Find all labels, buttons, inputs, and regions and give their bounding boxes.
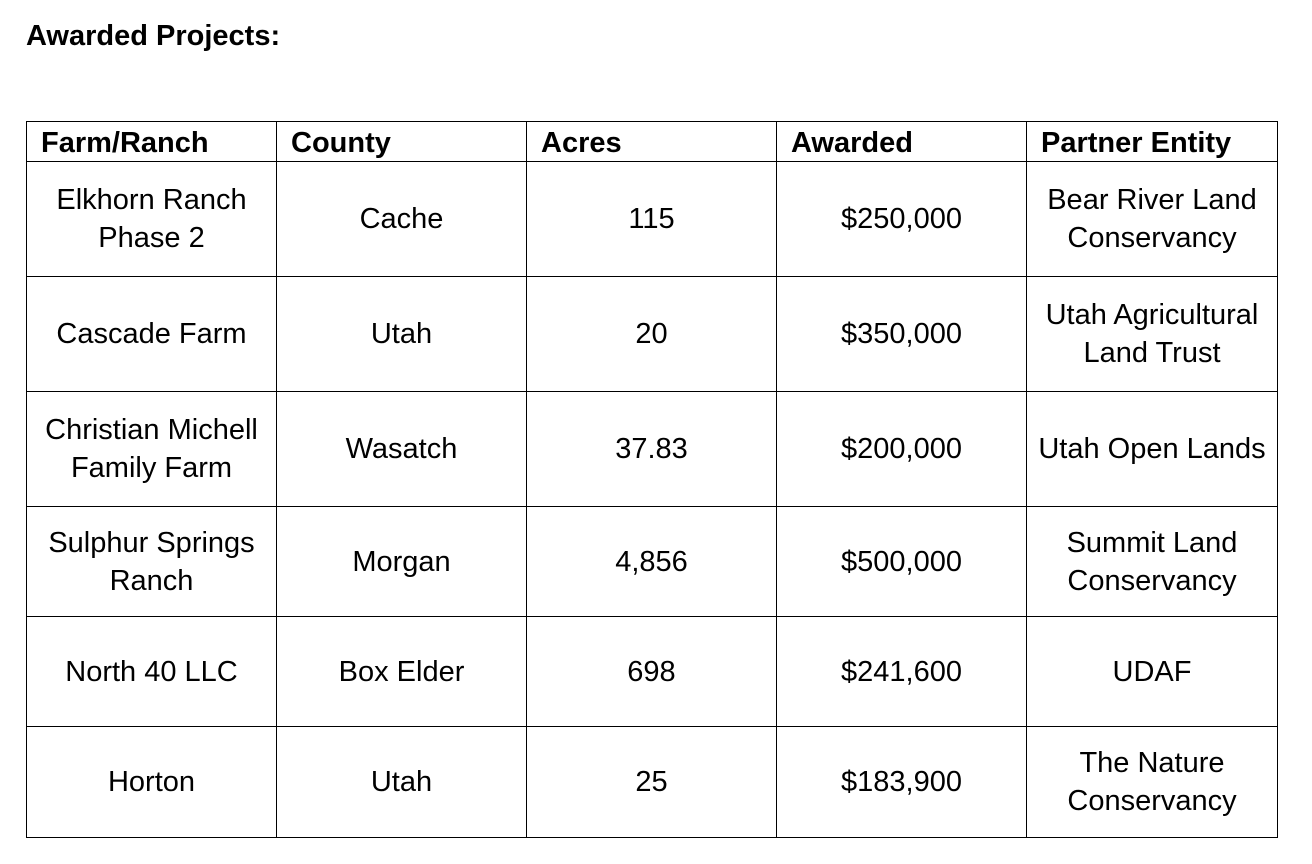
table-row: North 40 LLC Box Elder 698 $241,600 UDAF — [26, 616, 1278, 727]
farm-ranch-cell: Christian Michell Family Farm — [26, 391, 277, 507]
county-cell: Box Elder — [276, 616, 527, 727]
acres-cell: 20 — [526, 276, 777, 392]
partner-entity-cell: Utah Open Lands — [1026, 391, 1278, 507]
column-header-partner-entity: Partner Entity — [1026, 121, 1278, 162]
farm-ranch-cell: North 40 LLC — [26, 616, 277, 727]
county-cell: Cache — [276, 161, 527, 277]
table-row: Elkhorn Ranch Phase 2 Cache 115 $250,000… — [26, 161, 1278, 277]
page-title: Awarded Projects: — [26, 20, 281, 52]
acres-cell: 37.83 — [526, 391, 777, 507]
partner-entity-cell: The Nature Conservancy — [1026, 726, 1278, 838]
farm-ranch-cell: Cascade Farm — [26, 276, 277, 392]
column-header-acres: Acres — [526, 121, 777, 162]
awarded-cell: $250,000 — [776, 161, 1027, 277]
table-row: Christian Michell Family Farm Wasatch 37… — [26, 391, 1278, 507]
awarded-projects-table: Farm/Ranch County Acres Awarded Partner … — [26, 121, 1278, 838]
acres-cell: 115 — [526, 161, 777, 277]
awarded-cell: $500,000 — [776, 506, 1027, 617]
awarded-cell: $350,000 — [776, 276, 1027, 392]
partner-entity-cell: Utah Agricultural Land Trust — [1026, 276, 1278, 392]
county-cell: Morgan — [276, 506, 527, 617]
acres-cell: 25 — [526, 726, 777, 838]
county-cell: Wasatch — [276, 391, 527, 507]
acres-cell: 698 — [526, 616, 777, 727]
table-row: Cascade Farm Utah 20 $350,000 Utah Agric… — [26, 276, 1278, 392]
partner-entity-cell: Bear River Land Conservancy — [1026, 161, 1278, 277]
column-header-county: County — [276, 121, 527, 162]
farm-ranch-cell: Elkhorn Ranch Phase 2 — [26, 161, 277, 277]
table-row: Horton Utah 25 $183,900 The Nature Conse… — [26, 726, 1278, 838]
column-header-awarded: Awarded — [776, 121, 1027, 162]
table-header-row: Farm/Ranch County Acres Awarded Partner … — [26, 121, 1278, 162]
county-cell: Utah — [276, 726, 527, 838]
farm-ranch-cell: Horton — [26, 726, 277, 838]
awarded-cell: $183,900 — [776, 726, 1027, 838]
farm-ranch-cell: Sulphur Springs Ranch — [26, 506, 277, 617]
column-header-farm-ranch: Farm/Ranch — [26, 121, 277, 162]
county-cell: Utah — [276, 276, 527, 392]
awarded-cell: $200,000 — [776, 391, 1027, 507]
partner-entity-cell: Summit Land Conservancy — [1026, 506, 1278, 617]
table-row: Sulphur Springs Ranch Morgan 4,856 $500,… — [26, 506, 1278, 617]
partner-entity-cell: UDAF — [1026, 616, 1278, 727]
awarded-cell: $241,600 — [776, 616, 1027, 727]
acres-cell: 4,856 — [526, 506, 777, 617]
